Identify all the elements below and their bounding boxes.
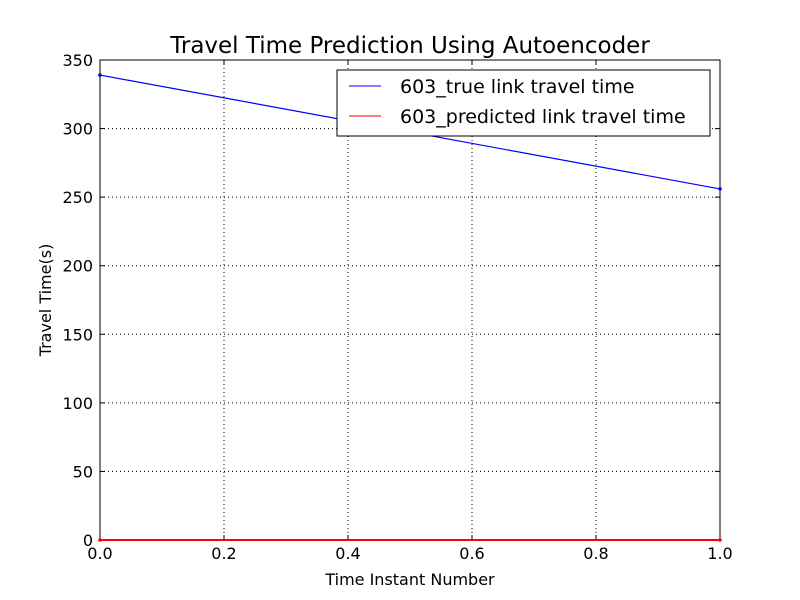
y-tick-label: 200: [62, 257, 93, 276]
legend-label-true: 603_true link travel time: [400, 76, 635, 98]
x-tick-label: 0.0: [87, 544, 112, 563]
legend: 603_true link travel time 603_predicted …: [336, 69, 711, 137]
legend-box: [336, 69, 711, 137]
y-axis-label: Travel Time(s): [36, 244, 55, 358]
predicted-travel-time-point: [718, 538, 722, 542]
x-tick-label: 1.0: [707, 544, 732, 563]
x-tick-label: 0.6: [459, 544, 484, 563]
tick-layer: 0.0 0.2 0.4 0.6 0.8 1.0 0 50 100 150 200 250 300 350: [62, 51, 732, 563]
x-axis-label: Time Instant Number: [324, 570, 495, 589]
y-tick-label: 100: [62, 394, 93, 413]
predicted-travel-time-point: [98, 538, 102, 542]
y-tick-label: 50: [73, 462, 93, 481]
true-travel-time-point: [718, 187, 722, 191]
y-tick-label: 150: [62, 325, 93, 344]
true-travel-time-point: [98, 73, 102, 77]
x-tick-label: 0.2: [211, 544, 236, 563]
y-tick-label: 300: [62, 120, 93, 139]
y-tick-label: 250: [62, 188, 93, 207]
legend-label-predicted: 603_predicted link travel time: [400, 106, 686, 128]
chart-title: Travel Time Prediction Using Autoencoder: [169, 33, 650, 59]
x-tick-label: 0.4: [335, 544, 360, 563]
y-tick-label: 350: [62, 51, 93, 70]
x-tick-label: 0.8: [583, 544, 608, 563]
y-tick-label: 0: [83, 531, 93, 550]
plot-area: [99, 59, 721, 541]
